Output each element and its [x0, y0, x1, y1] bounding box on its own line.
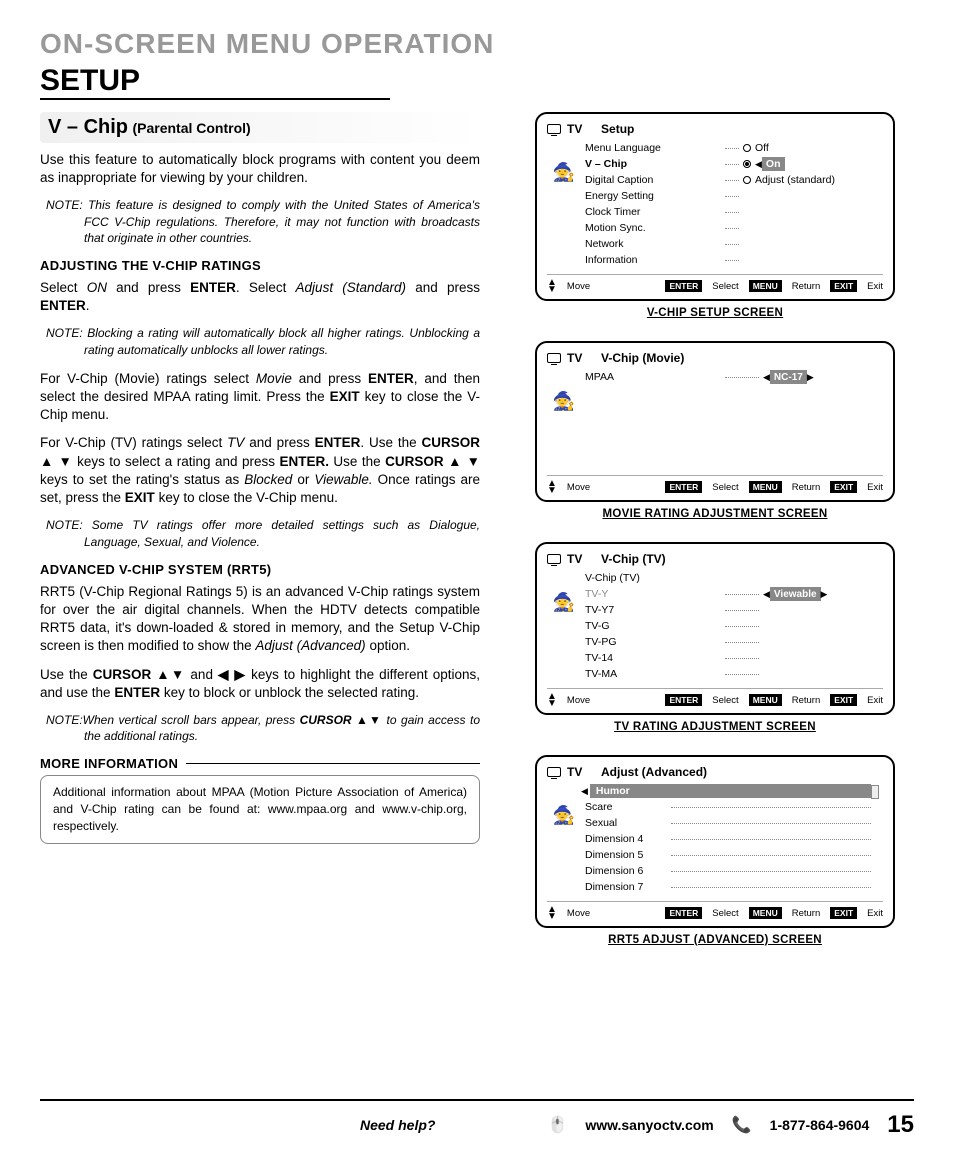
osd-menu-value: [743, 252, 883, 268]
setup-title: SETUP: [40, 64, 390, 100]
page-number: 15: [887, 1111, 914, 1139]
osd-menu-value: [743, 236, 883, 252]
osd-menu-item[interactable]: Motion Sync.: [581, 220, 743, 236]
heading-advanced: ADVANCED V-CHIP SYSTEM (RRT5): [40, 562, 480, 577]
osd-menu-value: Adjust (standard): [743, 172, 883, 188]
osd4-caption: RRT5 ADJUST (ADVANCED) SCREEN: [516, 934, 914, 946]
phone-icon: 📞: [732, 1115, 752, 1135]
osd-setup-screen: TV Setup 🧙 Menu LanguageV – ChipDigital …: [535, 112, 895, 301]
note-4: NOTE:When vertical scroll bars appear, p…: [46, 712, 480, 744]
mascot-icon: 🧙: [553, 805, 575, 826]
page-footer: Need help? 🖱️ www.sanyoctv.com 📞 1-877-8…: [40, 1099, 914, 1139]
osd-menu-item[interactable]: TV-14: [581, 650, 883, 666]
p-adv1: RRT5 (V-Chip Regional Ratings 5) is an a…: [40, 583, 480, 656]
heading-main: V – Chip: [48, 116, 128, 138]
osd-menu-item[interactable]: Humor: [581, 783, 871, 799]
right-column: TV Setup 🧙 Menu LanguageV – ChipDigital …: [516, 112, 914, 946]
footer-phone: 1-877-864-9604: [770, 1117, 870, 1133]
osd-menu-item[interactable]: Clock Timer: [581, 204, 743, 220]
osd-menu-item[interactable]: TV-Y7: [581, 602, 883, 618]
tv-icon: [547, 124, 561, 134]
osd-menu-value: Off: [743, 140, 883, 156]
footer-url: www.sanyoctv.com: [585, 1117, 713, 1133]
osd-menu-value: [743, 220, 883, 236]
osd-menu-item[interactable]: V – Chip: [581, 156, 743, 172]
p-adjust: Select ON and press ENTER. Select Adjust…: [40, 279, 480, 315]
p-adv2: Use the CURSOR ▲▼ and ◀ ▶ keys to highli…: [40, 666, 480, 702]
tv-icon: [547, 353, 561, 363]
osd-menu-item[interactable]: Dimension 7: [581, 879, 871, 895]
tv-icon: [547, 554, 561, 564]
osd-advanced-screen: TV Adjust (Advanced) 🧙 HumorScareSexualD…: [535, 755, 895, 928]
osd-menu-item[interactable]: TV-PG: [581, 634, 883, 650]
intro-text: Use this feature to automatically block …: [40, 151, 480, 187]
osd1-caption: V-CHIP SETUP SCREEN: [516, 307, 914, 319]
mouse-icon: 🖱️: [547, 1115, 567, 1135]
mascot-icon: 🧙: [553, 391, 575, 412]
osd-menu-item[interactable]: Energy Setting: [581, 188, 743, 204]
section-heading: V – Chip (Parental Control): [40, 112, 480, 143]
heading-sub: (Parental Control): [132, 120, 250, 136]
mascot-icon: 🧙: [553, 592, 575, 613]
osd-menu-item[interactable]: Dimension 5: [581, 847, 871, 863]
p-movie: For V-Chip (Movie) ratings select Movie …: [40, 370, 480, 425]
osd-menu-item[interactable]: Menu Language: [581, 140, 743, 156]
osd-menu-item[interactable]: Information: [581, 252, 743, 268]
mascot-icon: 🧙: [553, 162, 575, 183]
osd-menu-item[interactable]: Scare: [581, 799, 871, 815]
osd-menu-item[interactable]: TV-G: [581, 618, 883, 634]
osd2-caption: MOVIE RATING ADJUSTMENT SCREEN: [516, 508, 914, 520]
osd3-caption: TV RATING ADJUSTMENT SCREEN: [516, 721, 914, 733]
osd-tv-screen: TV V-Chip (TV) 🧙 V-Chip (TV)TV-YViewable…: [535, 542, 895, 715]
page-title: ON-SCREEN MENU OPERATION: [40, 28, 914, 60]
osd-menu-value: On: [743, 156, 883, 172]
osd-movie-screen: TV V-Chip (Movie) 🧙 MPAA NC-17 ▲▼Move EN…: [535, 341, 895, 502]
osd-menu-item[interactable]: TV-MA: [581, 666, 883, 682]
osd-menu-item[interactable]: Network: [581, 236, 743, 252]
note-2: NOTE: Blocking a rating will automatical…: [46, 325, 480, 357]
p-tv: For V-Chip (TV) ratings select TV and pr…: [40, 434, 480, 507]
osd-footer: ▲▼Move ENTERSelect MENUReturn EXITExit: [547, 274, 883, 293]
need-help-label: Need help?: [360, 1117, 435, 1133]
more-info-box: Additional information about MPAA (Motio…: [40, 775, 480, 843]
tv-icon: [547, 767, 561, 777]
osd-menu-item[interactable]: Dimension 4: [581, 831, 871, 847]
note-3: NOTE: Some TV ratings offer more detaile…: [46, 517, 480, 549]
note-1: NOTE: This feature is designed to comply…: [46, 197, 480, 246]
heading-adjust: ADJUSTING THE V-CHIP RATINGS: [40, 258, 480, 273]
osd-menu-item[interactable]: TV-YViewable: [581, 586, 883, 602]
heading-more: MORE INFORMATION: [40, 756, 480, 771]
osd-menu-item[interactable]: Digital Caption: [581, 172, 743, 188]
osd-menu-value: [743, 204, 883, 220]
scrollbar-icon[interactable]: [871, 785, 879, 799]
osd-menu-value: [743, 188, 883, 204]
left-column: V – Chip (Parental Control) Use this fea…: [40, 112, 480, 946]
osd-menu-item[interactable]: Dimension 6: [581, 863, 871, 879]
osd-menu-item[interactable]: Sexual: [581, 815, 871, 831]
